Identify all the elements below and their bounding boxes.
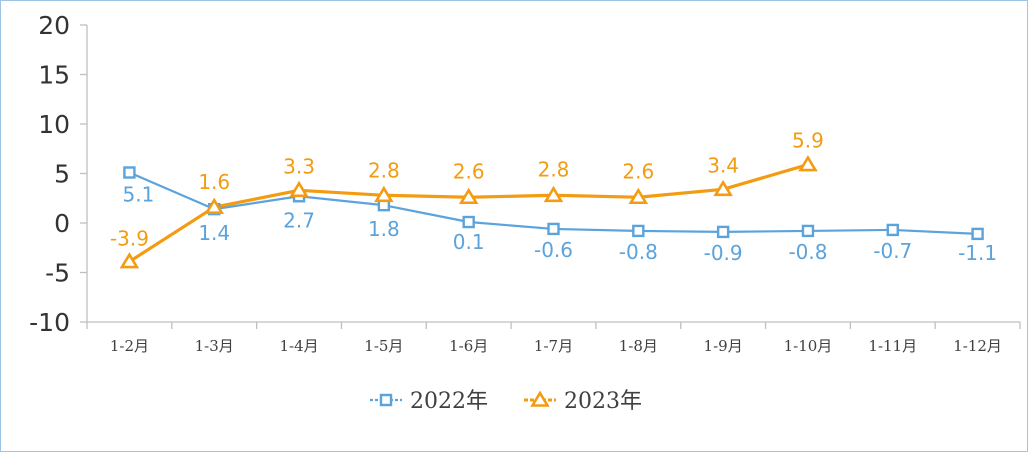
data-label-1: 2.8 (538, 157, 570, 181)
marker-2022-point (547, 222, 560, 236)
data-label-1: 3.4 (707, 153, 739, 177)
x-tick-label: 1-12月 (953, 337, 1002, 355)
marker-2023-point (289, 180, 309, 198)
y-tick-label: 20 (38, 11, 70, 40)
data-label-0: -0.7 (873, 239, 912, 263)
marker-2022-point (462, 215, 475, 229)
data-label-0: -0.8 (619, 240, 658, 264)
x-tick-label: 1-9月 (704, 337, 743, 355)
marker-2023-point (713, 179, 733, 197)
data-label-0: 1.4 (198, 221, 230, 245)
marker-2022-point (971, 227, 984, 241)
y-tick-label: 15 (38, 61, 70, 90)
marker-2022-point (632, 224, 645, 238)
data-label-1: 1.6 (198, 170, 230, 194)
marker-2022-point (716, 225, 730, 239)
data-label-1: 3.3 (283, 154, 315, 178)
data-labels: 5.1 1.4 2.7 1.8 0.1 -0.6 -0.8 -0.9 -0.8 -0.7 -1.1 -… (110, 129, 997, 265)
data-label-0: 2.7 (283, 208, 315, 232)
legend-marker-2022 (379, 393, 393, 407)
series-markers (119, 155, 984, 269)
data-label-1: 2.6 (453, 159, 485, 183)
data-label-0: -0.8 (788, 240, 827, 264)
data-label-0: -1.1 (958, 241, 997, 265)
marker-2022-point (801, 224, 815, 238)
data-label-1: 5.9 (792, 129, 824, 153)
x-tick-label: 1-5月 (364, 337, 403, 355)
data-label-1: 2.8 (368, 158, 400, 182)
y-tick-label: 0 (54, 209, 70, 238)
marker-2023-point (119, 252, 140, 269)
y-tick-label: -5 (45, 259, 70, 288)
x-tick-label: 1-2月 (110, 337, 149, 355)
marker-2023-point (543, 185, 564, 203)
data-label-1: -3.9 (110, 227, 149, 251)
legend-label-2022: 2022年 (410, 389, 488, 414)
legend-marker-2023 (530, 390, 550, 407)
x-tick-label: 1-8月 (619, 337, 658, 355)
x-tick-label: 1-7月 (534, 337, 573, 355)
marker-2022-point (886, 223, 899, 237)
data-label-0: -0.6 (534, 238, 573, 262)
legend: 2022年 2023年 (370, 389, 642, 414)
y-axis-ticks: 20 15 10 5 0 -5 -10 (29, 11, 87, 337)
y-tick-label: 5 (54, 160, 70, 189)
data-label-0: 5.1 (123, 183, 155, 207)
y-tick-label: 10 (38, 110, 70, 139)
marker-2022-point (123, 166, 136, 179)
data-label-0: 0.1 (453, 230, 485, 254)
marker-2023-point (458, 187, 479, 205)
x-tick-label: 1-3月 (195, 337, 234, 355)
x-tick-label: 1-6月 (449, 337, 488, 355)
legend-label-2023: 2023年 (564, 389, 642, 414)
data-label-0: -0.9 (704, 241, 743, 265)
x-tick-label: 1-4月 (279, 337, 318, 355)
x-tick-label: 1-10月 (784, 337, 833, 355)
marker-2023-point (798, 155, 818, 172)
data-label-0: 1.8 (368, 217, 400, 241)
marker-2023-point (628, 187, 649, 205)
data-label-1: 2.6 (622, 159, 654, 183)
x-tick-label: 1-11月 (868, 337, 917, 355)
y-tick-label: -10 (29, 308, 70, 337)
marker-2023-point (204, 197, 225, 214)
x-axis-ticks: 1-2月 1-3月 1-4月 1-5月 1-6月 1-7月 1-8月 1-9月 1-10月 1-1… (86, 322, 1021, 355)
marker-2023-point (374, 185, 394, 203)
